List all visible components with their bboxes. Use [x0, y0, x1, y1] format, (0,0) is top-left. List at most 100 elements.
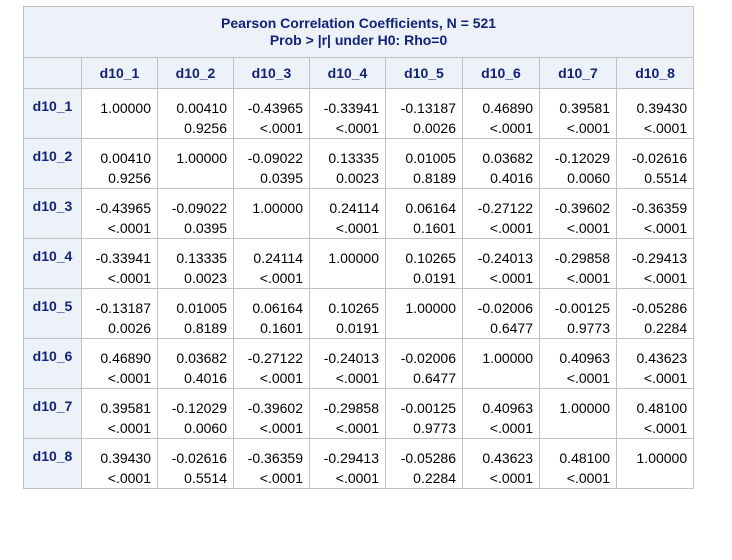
p-value: 0.9773: [413, 420, 456, 436]
correlation-value: 0.10265: [328, 300, 379, 316]
correlation-value: 0.46890: [482, 100, 533, 116]
p-value: <.0001: [259, 420, 303, 436]
p-value: <.0001: [489, 420, 533, 436]
table-row: d10_6 0.46890 <.0001 0.03682 0.4016 -0.27122 <…: [23, 338, 695, 389]
correlation-cell: -0.02616 0.5514: [615, 138, 695, 189]
correlation-cell: 0.43623 <.0001: [462, 438, 540, 489]
p-value: <.0001: [259, 120, 303, 136]
correlation-cell: -0.33941 <.0001: [81, 238, 158, 289]
correlation-cell: 0.03682 0.4016: [462, 138, 540, 189]
correlation-value: -0.43965: [95, 200, 151, 216]
correlation-cell: 0.39581 <.0001: [81, 388, 158, 439]
table-caption: Pearson Correlation Coefficients, N = 52…: [22, 6, 695, 58]
table-row: d10_3 -0.43965 <.0001 -0.09022 0.0395 1.00000…: [23, 188, 695, 239]
correlation-cell: -0.05286 0.2284: [615, 288, 695, 339]
p-value: <.0001: [335, 420, 379, 436]
correlation-cell: 0.01005 0.8189: [385, 138, 463, 189]
correlation-value: 1.00000: [405, 300, 456, 316]
p-value: 0.0026: [413, 120, 456, 136]
row-header: d10_6: [23, 338, 82, 389]
correlation-value: 0.10265: [405, 250, 456, 266]
p-value: <.0001: [259, 370, 303, 386]
correlation-cell: 0.00410 0.9256: [81, 138, 158, 189]
table-title: Pearson Correlation Coefficients, N = 52…: [221, 15, 497, 31]
p-value: 0.0191: [336, 320, 379, 336]
p-value: <.0001: [335, 370, 379, 386]
correlation-cell: -0.12029 0.0060: [157, 388, 234, 439]
correlation-value: 0.00410: [176, 100, 227, 116]
correlation-value: -0.33941: [95, 250, 151, 266]
row-header: d10_8: [23, 438, 82, 489]
p-value: <.0001: [107, 370, 151, 386]
correlation-cell: 0.40963 <.0001: [539, 338, 617, 389]
correlation-cell: 0.13335 0.0023: [309, 138, 386, 189]
correlation-value: -0.05286: [400, 450, 456, 466]
p-value: 0.0023: [184, 270, 227, 286]
correlation-cell: 1.00000: [309, 238, 386, 289]
correlation-cell: 0.39581 <.0001: [539, 88, 617, 139]
p-value: 0.9256: [184, 120, 227, 136]
row-header: d10_4: [23, 238, 82, 289]
correlation-value: 1.00000: [328, 250, 379, 266]
p-value: <.0001: [107, 470, 151, 486]
correlation-value: -0.36359: [631, 200, 688, 216]
correlation-cell: 0.06164 0.1601: [385, 188, 463, 239]
correlation-cell: 0.39430 <.0001: [615, 88, 695, 139]
correlation-cell: -0.02006 0.6477: [462, 288, 540, 339]
row-header: d10_3: [23, 188, 82, 239]
p-value: 0.0026: [108, 320, 151, 336]
correlation-value: -0.39602: [554, 200, 610, 216]
correlation-value: -0.13187: [400, 100, 456, 116]
correlation-cell: -0.29413 <.0001: [615, 238, 695, 289]
p-value: 0.8189: [413, 170, 456, 186]
correlation-value: -0.24013: [323, 350, 379, 366]
p-value: 0.5514: [644, 170, 688, 186]
p-value: <.0001: [566, 470, 610, 486]
correlation-cell: -0.13187 0.0026: [81, 288, 158, 339]
correlation-value: 0.39581: [100, 400, 151, 416]
correlation-table: Pearson Correlation Coefficients, N = 52…: [22, 6, 695, 489]
correlation-cell: -0.00125 0.9773: [385, 388, 463, 439]
p-value: <.0001: [259, 470, 303, 486]
correlation-cell: 0.10265 0.0191: [309, 288, 386, 339]
p-value: 0.0060: [184, 420, 227, 436]
correlation-cell: -0.09022 0.0395: [233, 138, 310, 189]
table-row: d10_7 0.39581 <.0001 -0.12029 0.0060 -0.39602…: [23, 388, 695, 439]
p-value: <.0001: [489, 270, 533, 286]
correlation-value: 0.39430: [636, 100, 688, 116]
correlation-cell: 0.43623 <.0001: [615, 338, 695, 389]
correlation-cell: -0.00125 0.9773: [539, 288, 617, 339]
p-value: 0.0060: [567, 170, 610, 186]
correlation-value: -0.24013: [477, 250, 533, 266]
correlation-value: -0.02006: [400, 350, 456, 366]
correlation-cell: 0.00410 0.9256: [157, 88, 234, 139]
correlation-cell: -0.39602 <.0001: [539, 188, 617, 239]
p-value: <.0001: [107, 270, 151, 286]
correlation-value: -0.29858: [554, 250, 610, 266]
correlation-value: 0.43623: [482, 450, 533, 466]
p-value: <.0001: [335, 220, 379, 236]
p-value: <.0001: [489, 220, 533, 236]
correlation-value: 0.03682: [482, 150, 533, 166]
p-value: <.0001: [259, 270, 303, 286]
correlation-cell: 1.00000: [615, 438, 695, 489]
p-value: 0.4016: [490, 170, 533, 186]
correlation-value: 0.46890: [100, 350, 151, 366]
p-value: <.0001: [335, 120, 379, 136]
correlation-value: 0.40963: [559, 350, 610, 366]
correlation-cell: 0.39430 <.0001: [81, 438, 158, 489]
correlation-value: -0.02616: [171, 450, 227, 466]
p-value: 0.4016: [184, 370, 227, 386]
p-value: 0.5514: [184, 470, 227, 486]
correlation-value: -0.39602: [247, 400, 303, 416]
correlation-value: 0.40963: [482, 400, 533, 416]
correlation-value: -0.29413: [631, 250, 688, 266]
p-value: <.0001: [335, 470, 379, 486]
correlation-cell: -0.36359 <.0001: [233, 438, 310, 489]
correlation-value: -0.05286: [631, 300, 688, 316]
p-value: <.0001: [643, 220, 688, 236]
p-value: <.0001: [643, 370, 688, 386]
corner-cell: [23, 57, 82, 89]
correlation-cell: 0.10265 0.0191: [385, 238, 463, 289]
correlation-value: 0.03682: [176, 350, 227, 366]
